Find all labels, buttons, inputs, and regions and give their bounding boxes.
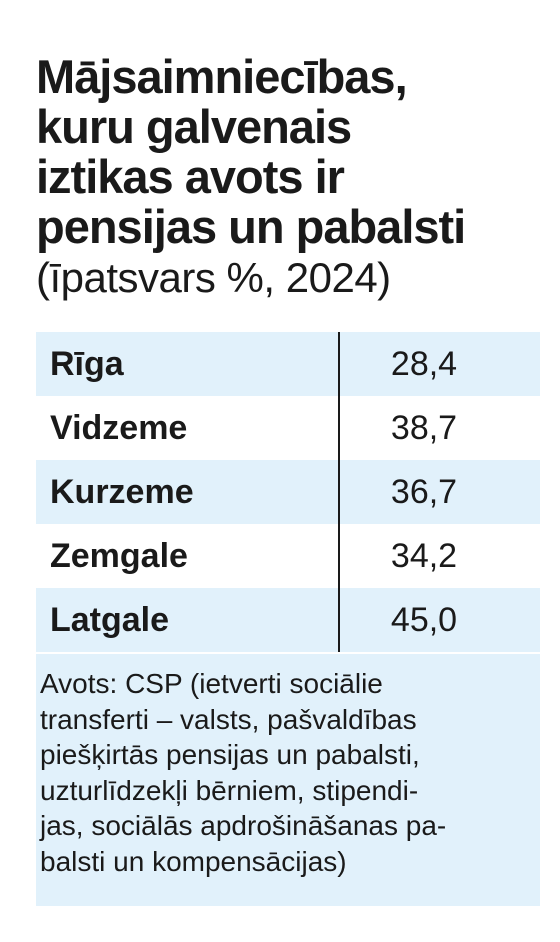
region-value: 36,7 [390,472,458,511]
title-block: Mājsaimniecības, kuru galvenais iztikas … [36,52,546,302]
table-row: Latgale 45,0 [36,588,540,652]
region-label: Vidzeme [50,408,188,447]
region-label: Latgale [50,600,170,639]
data-table: Rīga 28,4 Vidzeme 38,7 Kurzeme 36,7 Zemg… [36,332,540,652]
table-row: Zemgale 34,2 [36,524,540,588]
chart-title: Mājsaimniecības, kuru galvenais iztikas … [36,50,466,253]
region-value: 28,4 [390,344,458,383]
chart-subtitle: (īpatsvars %, 2024) [36,254,391,301]
source-note: Avots: CSP (ietverti sociālie transferti… [36,654,540,906]
table-row: Vidzeme 38,7 [36,396,540,460]
source-text: Avots: CSP (ietverti sociālie transferti… [40,668,447,877]
region-value: 34,2 [390,536,458,575]
region-value: 45,0 [390,600,458,639]
region-label: Zemgale [50,536,188,575]
region-value: 38,7 [390,408,458,447]
table-row: Kurzeme 36,7 [36,460,540,524]
column-divider [338,332,340,652]
region-label: Kurzeme [50,472,194,511]
region-label: Rīga [50,344,124,383]
table-row: Rīga 28,4 [36,332,540,396]
